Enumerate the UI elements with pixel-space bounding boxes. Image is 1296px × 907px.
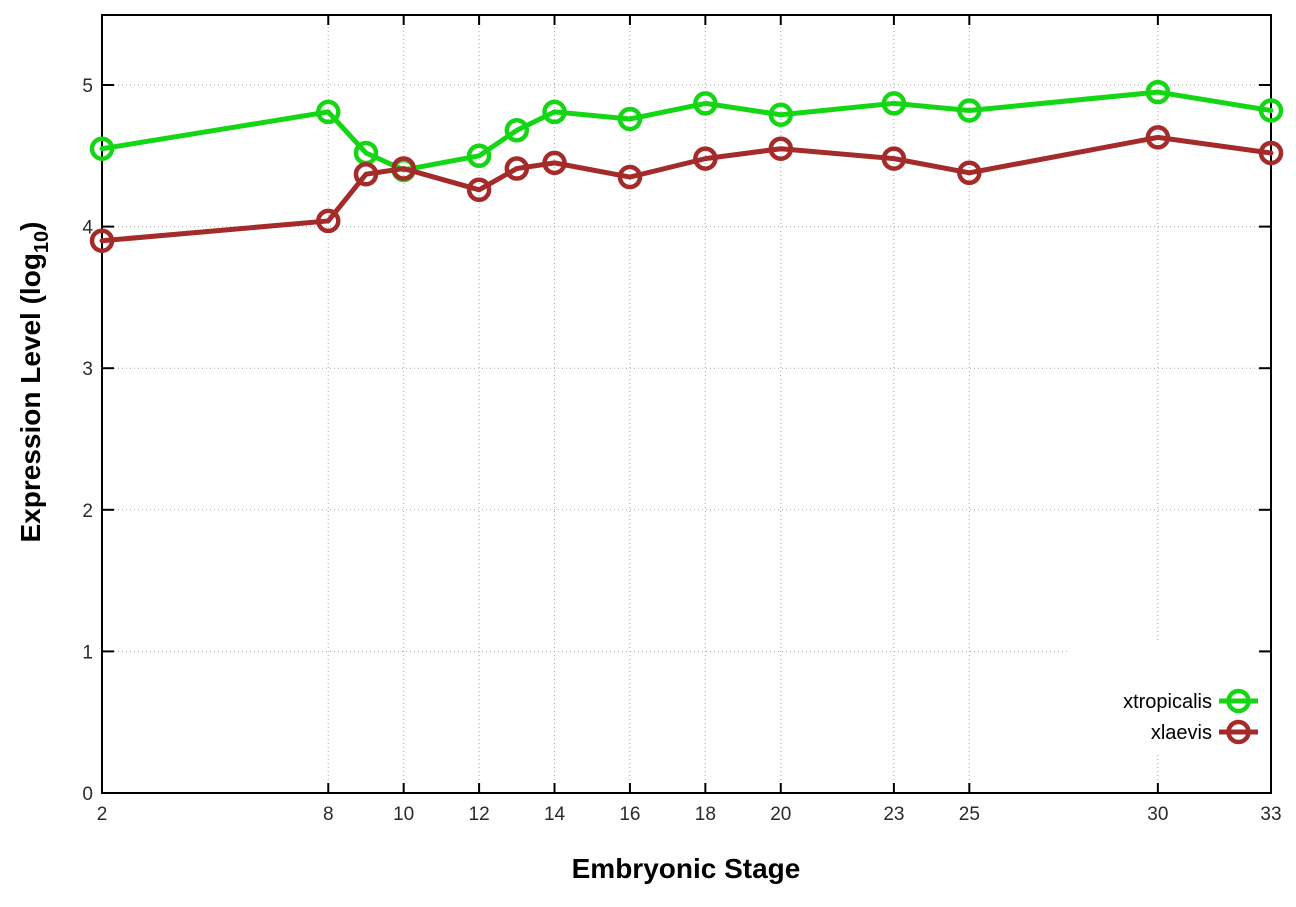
marker-xlaevis-stage-18 [693,146,718,171]
y-tick-label-1: 1 [82,642,93,663]
marker-xtropicalis-stage-16 [617,106,643,132]
x-tick-label-25: 25 [959,804,980,825]
marker-xlaevis-stage-25 [957,160,982,186]
marker-xlaevis-stage-33 [1258,140,1284,166]
marker-xtropicalis-stage-13 [504,118,530,143]
legend-sample-marker-xlaevis [1226,719,1251,745]
legend-background-layer [1068,640,1269,754]
legend-sample-marker-xtropicalis [1226,688,1251,714]
marker-xlaevis-stage-20 [768,136,794,161]
y-tick-label-0: 0 [82,784,93,805]
series-line-xtropicalis [99,89,1274,173]
gridlines-layer [102,15,1271,793]
marker-xlaevis-stage-8 [316,208,341,234]
legend-layer: xtropicalis xlaevis [1123,688,1258,745]
marker-xlaevis-stage-9 [353,161,379,187]
marker-xtropicalis-stage-18 [693,91,718,116]
marker-xtropicalis-stage-23 [881,91,907,116]
y-tick-label-2: 2 [82,501,93,522]
y-tick-label-5: 5 [82,76,93,97]
y-axis-title-main: Expression Level (log [15,253,46,542]
axes-layer [101,14,1272,794]
marker-xtropicalis-stage-30 [1145,79,1171,105]
x-axis-title: Embryonic Stage [572,853,801,884]
marker-xlaevis-stage-16 [617,164,643,190]
x-tick-label-10: 10 [393,804,414,825]
x-tick-label-8: 8 [323,804,334,825]
y-axis-title: Expression Level (log10) [15,222,53,543]
marker-xlaevis-stage-23 [881,146,907,171]
x-tick-label-30: 30 [1147,804,1168,825]
x-tick-label-18: 18 [695,804,716,825]
marker-xtropicalis-stage-12 [466,143,492,169]
marker-xtropicalis-stage-14 [542,99,567,125]
marker-xlaevis-stage-14 [542,150,567,176]
marker-xtropicalis-stage-25 [957,98,982,123]
x-tick-label-33: 33 [1260,804,1281,825]
x-tick-label-2: 2 [97,804,108,825]
marker-xlaevis-stage-12 [466,177,492,203]
plot-border [101,14,1272,794]
x-tick-label-14: 14 [544,804,566,825]
legend-label-xtropicalis: xtropicalis [1123,691,1212,713]
y-axis-title-subscript: 10 [31,231,53,253]
x-tick-label-12: 12 [469,804,490,825]
y-axis-title-close: ) [15,222,46,231]
marker-xtropicalis-stage-20 [768,102,794,127]
marker-xlaevis-stage-30 [1145,125,1171,150]
x-tick-label-20: 20 [770,804,791,825]
x-tick-label-23: 23 [883,804,904,825]
x-tick-label-16: 16 [619,804,640,825]
legend-label-xlaevis: xlaevis [1151,722,1212,744]
marker-xlaevis-stage-10 [391,156,416,181]
marker-xlaevis-stage-2 [89,228,115,254]
marker-xtropicalis-stage-2 [89,136,115,161]
y-tick-label-4: 4 [82,218,93,239]
series-line-xlaevis [99,134,1274,244]
series-layer [89,79,1284,254]
marker-xtropicalis-stage-33 [1258,98,1284,123]
marker-xlaevis-stage-13 [504,156,530,181]
y-tick-label-3: 3 [82,359,93,380]
legend-background [1068,640,1269,754]
marker-xtropicalis-stage-8 [316,99,341,125]
